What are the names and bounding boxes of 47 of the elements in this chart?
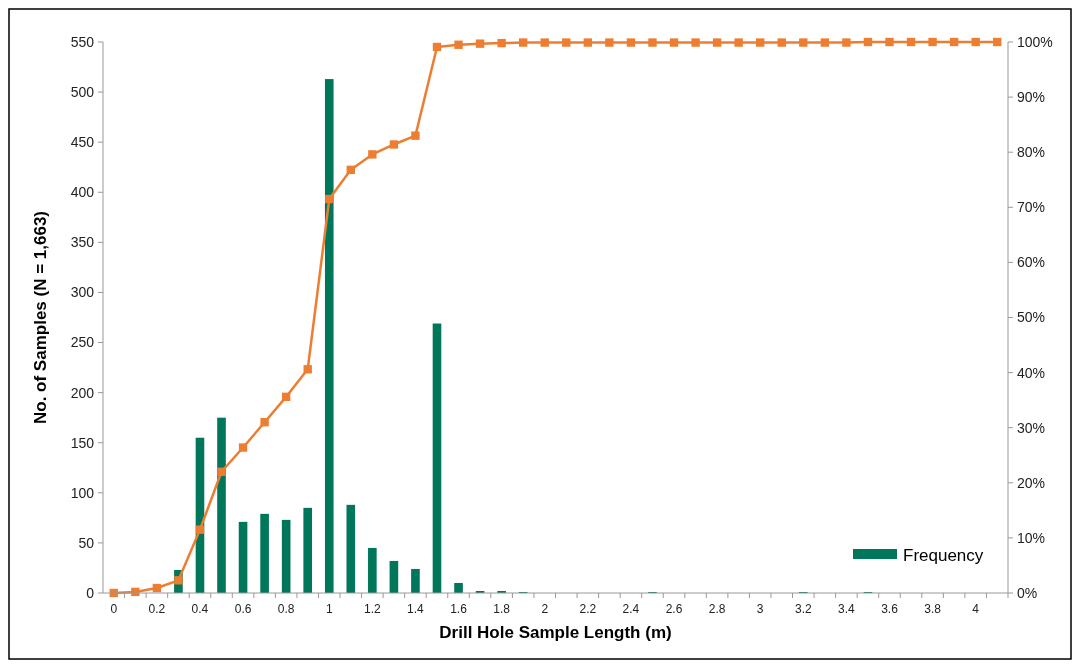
x-tick-label: 4	[972, 602, 980, 616]
y2-tick-label: 0%	[1017, 584, 1038, 601]
x-tick-label: 2.4	[622, 602, 640, 616]
x-tick-label: 3.2	[794, 602, 812, 616]
y-tick-label: 300	[70, 284, 95, 301]
y2-tick-label: 70%	[1017, 199, 1046, 216]
y-tick-label: 50	[78, 534, 95, 551]
x-tick-label: 0.4	[191, 602, 209, 616]
y-tick-label: 150	[70, 434, 95, 451]
y-axis-title: No. of Samples (N = 1,663)	[31, 210, 50, 425]
y-tick-label: 500	[70, 83, 95, 100]
y-tick-label: 200	[70, 384, 95, 401]
x-tick-label: 0.6	[234, 602, 252, 616]
x-tick-label: 2.8	[708, 602, 726, 616]
y2-tick-label: 100%	[1017, 33, 1053, 50]
y2-tick-label: 90%	[1017, 89, 1046, 105]
x-tick-label: 0.8	[277, 602, 295, 616]
y2-tick-label: 50%	[1017, 309, 1046, 326]
y-tick-label: 400	[70, 184, 95, 201]
x-axis-title: Drill Hole Sample Length (m)	[439, 623, 672, 642]
y2-tick-label: 80%	[1017, 144, 1046, 161]
x-tick-label: 2.2	[579, 602, 597, 616]
x-tick-label: 3	[756, 602, 764, 616]
x-tick-label: 0.2	[148, 602, 166, 616]
y2-tick-label: 60%	[1017, 254, 1046, 271]
x-tick-label: 0	[110, 602, 118, 616]
x-tick-label: 1.8	[493, 602, 511, 616]
x-tick-label: 1.6	[450, 602, 468, 616]
x-tick-label: 1	[325, 602, 333, 616]
x-tick-label: 1.2	[364, 602, 382, 616]
x-tick-label: 3.8	[924, 602, 942, 616]
y2-tick-label: 40%	[1017, 364, 1046, 381]
x-tick-label: 2.6	[665, 602, 683, 616]
legend-label: Frequency	[903, 545, 984, 565]
y-tick-label: 100	[70, 484, 95, 501]
x-tick-label: 1.4	[407, 602, 425, 616]
y2-tick-label: 30%	[1017, 419, 1046, 436]
y-tick-label: 0	[86, 584, 95, 601]
y-tick-label: 250	[70, 334, 95, 351]
y2-tick-label: 20%	[1017, 474, 1046, 491]
y-tick-label: 550	[70, 33, 95, 50]
x-tick-label: 2	[541, 602, 549, 616]
y2-tick-label: 10%	[1017, 529, 1046, 546]
y-tick-label: 450	[70, 134, 95, 151]
x-tick-label: 3.6	[881, 602, 899, 616]
x-tick-label: 3.4	[838, 602, 856, 616]
y-tick-label: 350	[70, 234, 95, 251]
